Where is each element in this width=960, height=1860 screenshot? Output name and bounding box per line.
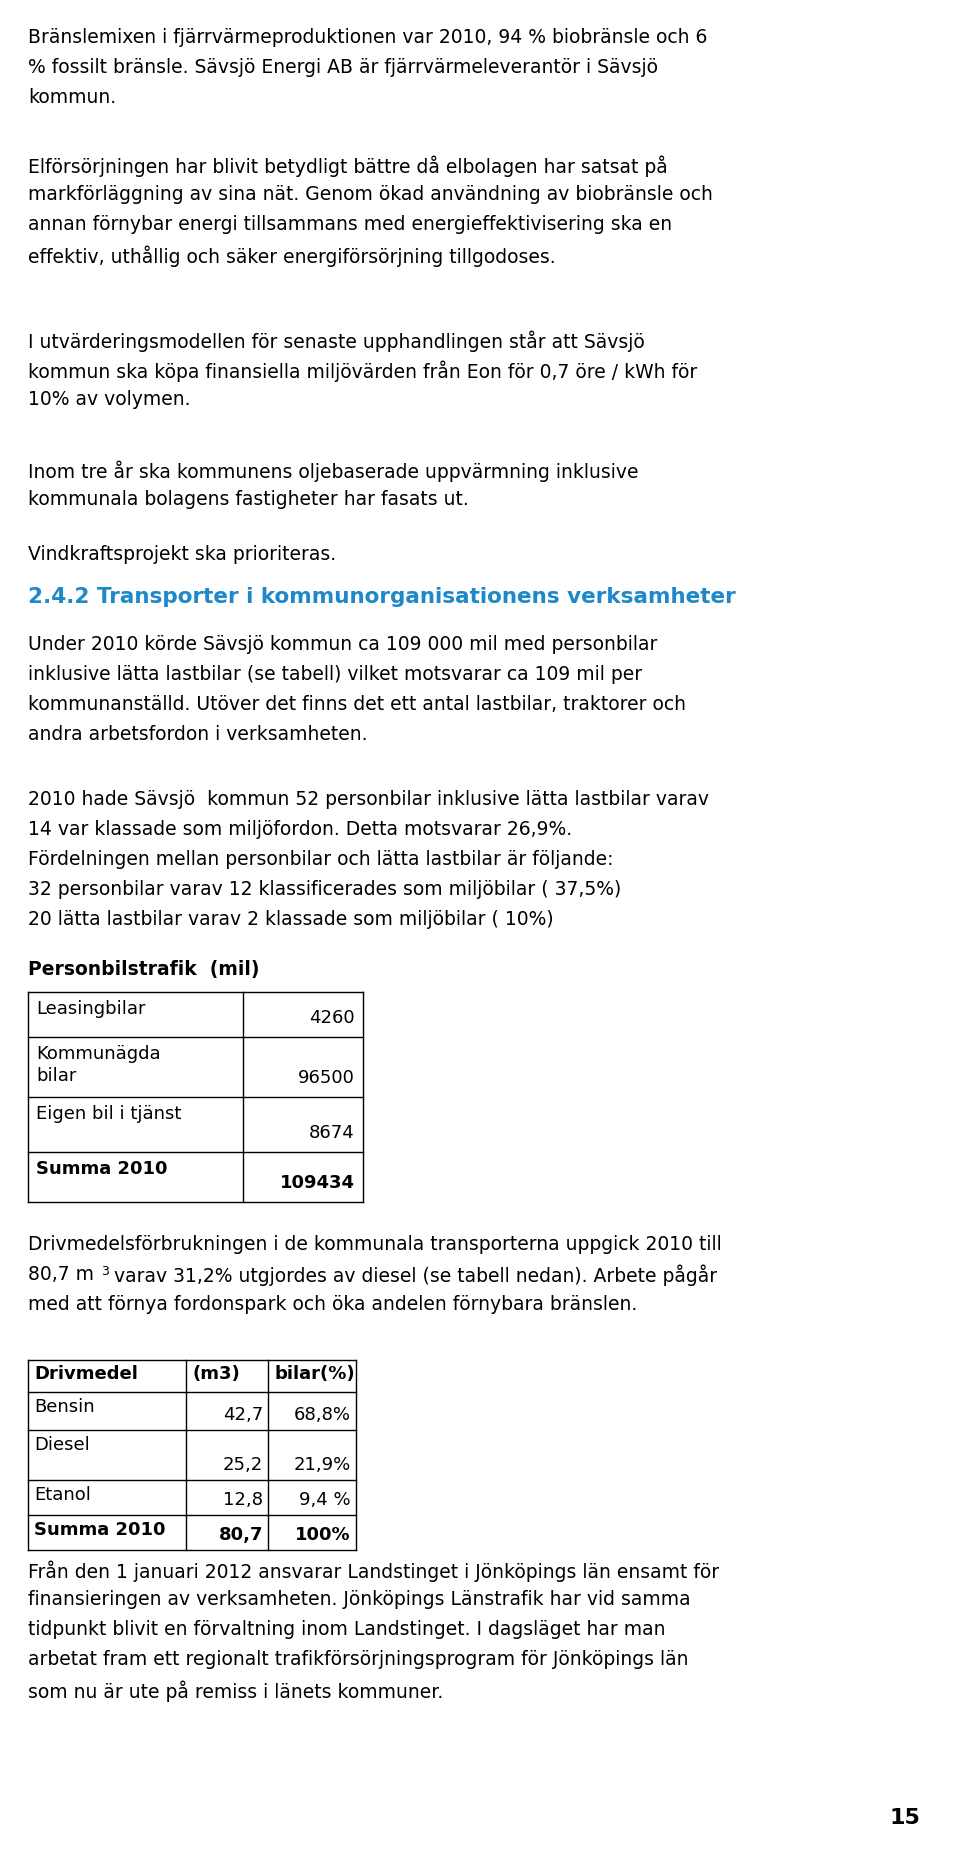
Text: Personbilstrafik  (mil): Personbilstrafik (mil) — [28, 960, 259, 978]
Text: 12,8: 12,8 — [223, 1492, 263, 1508]
Text: 4260: 4260 — [309, 1008, 355, 1027]
Text: kommun.: kommun. — [28, 87, 116, 108]
Text: 15: 15 — [889, 1808, 920, 1828]
Text: arbetat fram ett regionalt trafikförsörjningsprogram för Jönköpings län: arbetat fram ett regionalt trafikförsörj… — [28, 1650, 688, 1668]
Text: markförläggning av sina nät. Genom ökad användning av biobränsle och: markförläggning av sina nät. Genom ökad … — [28, 184, 713, 205]
Text: I utvärderingsmodellen för senaste upphandlingen står att Sävsjö: I utvärderingsmodellen för senaste uppha… — [28, 329, 645, 352]
Text: 20 lätta lastbilar varav 2 klassade som miljöbilar ( 10%): 20 lätta lastbilar varav 2 klassade som … — [28, 910, 554, 928]
Text: 10% av volymen.: 10% av volymen. — [28, 391, 190, 409]
Text: 8674: 8674 — [309, 1123, 355, 1142]
Text: inklusive lätta lastbilar (se tabell) vilket motsvarar ca 109 mil per: inklusive lätta lastbilar (se tabell) vi… — [28, 666, 642, 684]
Text: 3: 3 — [101, 1265, 108, 1278]
Text: 80,7 m: 80,7 m — [28, 1265, 94, 1283]
Text: 25,2: 25,2 — [223, 1456, 263, 1473]
Text: 68,8%: 68,8% — [294, 1406, 351, 1425]
Text: Leasingbilar: Leasingbilar — [36, 1001, 146, 1017]
Text: 96500: 96500 — [299, 1070, 355, 1086]
Text: Inom tre år ska kommunens oljebaserade uppvärmning inklusive: Inom tre år ska kommunens oljebaserade u… — [28, 459, 638, 482]
Text: Drivmedel: Drivmedel — [34, 1365, 138, 1384]
Text: Etanol: Etanol — [34, 1486, 91, 1505]
Text: Fördelningen mellan personbilar och lätta lastbilar är följande:: Fördelningen mellan personbilar och lätt… — [28, 850, 613, 869]
Text: effektiv, uthållig och säker energiförsörjning tillgodoses.: effektiv, uthållig och säker energiförsö… — [28, 246, 556, 266]
Text: kommunanställd. Utöver det finns det ett antal lastbilar, traktorer och: kommunanställd. Utöver det finns det ett… — [28, 696, 686, 714]
Text: finansieringen av verksamheten. Jönköpings Länstrafik har vid samma: finansieringen av verksamheten. Jönköpin… — [28, 1590, 690, 1609]
Text: kommunala bolagens fastigheter har fasats ut.: kommunala bolagens fastigheter har fasat… — [28, 489, 468, 510]
Text: (m3): (m3) — [192, 1365, 240, 1384]
Text: Bränslemixen i fjärrvärmeproduktionen var 2010, 94 % biobränsle och 6: Bränslemixen i fjärrvärmeproduktionen va… — [28, 28, 708, 46]
Text: 42,7: 42,7 — [223, 1406, 263, 1425]
Text: Bensin: Bensin — [34, 1399, 95, 1415]
Text: annan förnybar energi tillsammans med energieffektivisering ska en: annan förnybar energi tillsammans med en… — [28, 216, 672, 234]
Text: 9,4 %: 9,4 % — [300, 1492, 351, 1508]
Text: som nu är ute på remiss i länets kommuner.: som nu är ute på remiss i länets kommune… — [28, 1680, 444, 1702]
Text: kommun ska köpa finansiella miljövärden från Eon för 0,7 öre / kWh för: kommun ska köpa finansiella miljövärden … — [28, 361, 697, 381]
Text: 109434: 109434 — [280, 1174, 355, 1192]
Text: 100%: 100% — [296, 1525, 351, 1544]
Text: bilar(%): bilar(%) — [274, 1365, 354, 1384]
Text: Summa 2010: Summa 2010 — [34, 1521, 165, 1538]
Text: med att förnya fordonspark och öka andelen förnybara bränslen.: med att förnya fordonspark och öka andel… — [28, 1295, 637, 1313]
Text: Under 2010 körde Sävsjö kommun ca 109 000 mil med personbilar: Under 2010 körde Sävsjö kommun ca 109 00… — [28, 634, 658, 655]
Text: Eigen bil i tjänst: Eigen bil i tjänst — [36, 1105, 181, 1123]
Text: Från den 1 januari 2012 ansvarar Landstinget i Jönköpings län ensamt för: Från den 1 januari 2012 ansvarar Landsti… — [28, 1561, 719, 1581]
Text: 80,7: 80,7 — [219, 1525, 263, 1544]
Text: 2.4.2 Transporter i kommunorganisationens verksamheter: 2.4.2 Transporter i kommunorganisationen… — [28, 588, 735, 606]
Text: 32 personbilar varav 12 klassificerades som miljöbilar ( 37,5%): 32 personbilar varav 12 klassificerades … — [28, 880, 621, 898]
Text: % fossilt bränsle. Sävsjö Energi AB är fjärrvärmeleverantör i Sävsjö: % fossilt bränsle. Sävsjö Energi AB är f… — [28, 58, 658, 76]
Text: Elförsörjningen har blivit betydligt bättre då elbolagen har satsat på: Elförsörjningen har blivit betydligt bät… — [28, 154, 668, 177]
Text: tidpunkt blivit en förvaltning inom Landstinget. I dagsläget har man: tidpunkt blivit en förvaltning inom Land… — [28, 1620, 665, 1639]
Text: Diesel: Diesel — [34, 1436, 89, 1455]
Text: varav 31,2% utgjordes av diesel (se tabell nedan). Arbete pågår: varav 31,2% utgjordes av diesel (se tabe… — [108, 1265, 717, 1287]
Text: Summa 2010: Summa 2010 — [36, 1161, 167, 1177]
Text: 14 var klassade som miljöfordon. Detta motsvarar 26,9%.: 14 var klassade som miljöfordon. Detta m… — [28, 820, 572, 839]
Text: Drivmedelsförbrukningen i de kommunala transporterna uppgick 2010 till: Drivmedelsförbrukningen i de kommunala t… — [28, 1235, 722, 1254]
Text: andra arbetsfordon i verksamheten.: andra arbetsfordon i verksamheten. — [28, 725, 368, 744]
Text: Kommunägda
bilar: Kommunägda bilar — [36, 1045, 160, 1084]
Text: 21,9%: 21,9% — [294, 1456, 351, 1473]
Text: Vindkraftsprojekt ska prioriteras.: Vindkraftsprojekt ska prioriteras. — [28, 545, 336, 564]
Text: 2010 hade Sävsjö  kommun 52 personbilar inklusive lätta lastbilar varav: 2010 hade Sävsjö kommun 52 personbilar i… — [28, 790, 709, 809]
